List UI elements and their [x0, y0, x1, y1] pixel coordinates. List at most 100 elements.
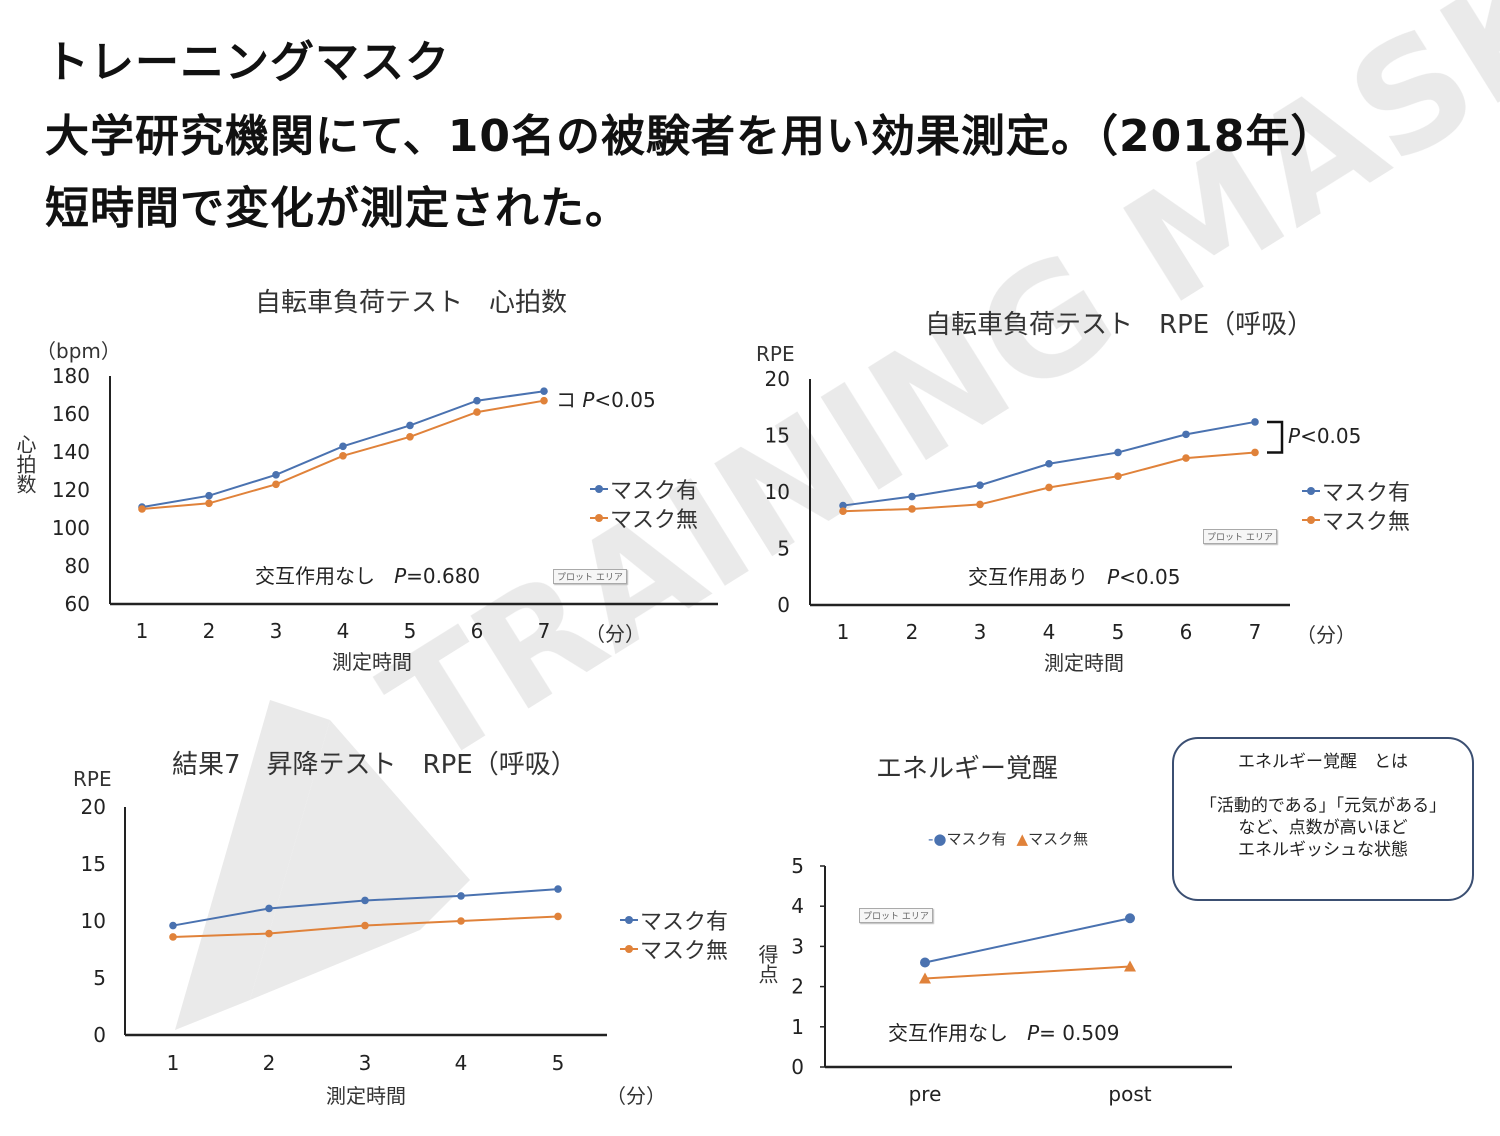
legend-marker [1302, 515, 1320, 524]
y-tick-label: 2 [791, 975, 804, 999]
data-point [169, 933, 177, 941]
chart1-legend: マスク有 マスク無 [590, 474, 699, 533]
legend-item-mask-on: マスク有 [590, 474, 699, 504]
x-tick-label: 7 [1249, 620, 1262, 644]
p-symbol: P [394, 564, 407, 588]
interaction-text: 交互作用あり [968, 565, 1088, 589]
x-tick-label: 2 [263, 1051, 276, 1075]
info-box-line: エネルギッシュな状態 [1238, 840, 1408, 860]
x-tick-label: 3 [270, 619, 283, 643]
info-box-title: エネルギー覚醒 とは [1238, 752, 1408, 772]
data-point [138, 505, 146, 513]
header-title: トレーニングマスク [45, 37, 450, 88]
info-box-line: など、点数が高いほど [1238, 818, 1408, 838]
chart1-interaction: 交互作用なし P=0.680 [255, 560, 480, 589]
data-point [1045, 459, 1053, 468]
data-point [1114, 472, 1122, 480]
x-tick-label: 5 [1112, 620, 1125, 644]
y-tick-label: 10 [81, 909, 106, 933]
series-line-mask-off [924, 965, 1131, 980]
y-tick-label: 160 [52, 402, 90, 426]
legend-label: マスク無 [640, 938, 729, 964]
data-point [1114, 448, 1122, 457]
data-point [361, 921, 369, 930]
data-point [1124, 960, 1136, 972]
x-tick-label: 1 [136, 619, 149, 643]
data-point [1251, 418, 1259, 426]
legend-marker [620, 944, 638, 953]
x-tick-label: pre [909, 1082, 942, 1106]
p-value: <0.05 [1119, 565, 1181, 589]
legend-item-mask-on: -●マスク有 [928, 828, 1007, 849]
data-point [908, 492, 916, 501]
header-subtitle: 大学研究機関にて、10名の被験者を用い効果測定。（2018年） [45, 111, 1336, 162]
legend-marker [590, 513, 608, 522]
chart4-title: エネルギー覚醒 [876, 754, 1059, 784]
y-tick-label: 3 [791, 934, 804, 958]
p-value: <0.05 [1300, 424, 1362, 448]
legend-label: マスク無 [1028, 830, 1089, 848]
chart1-y-unit: （bpm） [36, 339, 121, 363]
x-tick-label: 6 [1180, 620, 1193, 644]
plot-area-tooltip: プロット エリア [859, 908, 933, 923]
chart1-x-label: 測定時間 [332, 650, 412, 674]
x-tick-label: 5 [404, 619, 417, 643]
p-value: = 0.509 [1039, 1021, 1120, 1045]
data-point [540, 387, 548, 396]
chart2-legend: マスク有 マスク無 [1302, 476, 1411, 535]
series-line-mask-on [924, 917, 1131, 964]
header-summary: 短時間で変化が測定された。 [45, 183, 630, 234]
legend-item-mask-off: マスク無 [620, 934, 729, 964]
data-point [554, 912, 562, 921]
x-tick-label: 4 [455, 1051, 468, 1075]
y-tick-label: 5 [791, 854, 804, 878]
plot-area-tooltip: プロット エリア [1203, 529, 1277, 544]
data-point [205, 499, 213, 508]
data-point [473, 408, 481, 416]
y-tick-label: 5 [93, 966, 106, 990]
bracket-mark: コ [556, 388, 576, 412]
legend-label: マスク有 [610, 478, 699, 504]
y-tick-label: 140 [52, 440, 90, 464]
data-point [1045, 483, 1053, 492]
x-tick-label: 6 [471, 619, 484, 643]
chart2-x-label: 測定時間 [1044, 651, 1124, 675]
chart1-title: 自転車負荷テスト 心拍数 [255, 288, 568, 318]
y-tick-label: 4 [791, 894, 804, 918]
p-value: <0.05 [594, 388, 656, 412]
legend-item-mask-on: マスク有 [1302, 476, 1410, 506]
data-point [265, 929, 273, 938]
legend-label: マスク有 [640, 909, 729, 935]
data-point [908, 505, 916, 513]
data-point [920, 957, 930, 968]
legend-label: マスク有 [946, 830, 1007, 848]
circle-marker-icon: -● [928, 830, 947, 848]
plot-area-tooltip: プロット エリア [553, 569, 627, 584]
y-tick-label: 60 [65, 592, 90, 616]
data-point [839, 507, 847, 516]
legend-item-mask-on: マスク有 [620, 905, 729, 935]
y-tick-label: 5 [777, 537, 790, 561]
data-point [1125, 913, 1135, 924]
interaction-text: 交互作用なし [255, 564, 375, 588]
y-tick-label: 0 [777, 593, 790, 617]
y-tick-label: 80 [65, 554, 90, 578]
x-tick-label: 1 [837, 620, 850, 644]
chart2-y-label: RPE [756, 342, 795, 366]
data-point [169, 921, 177, 930]
info-box-line: 「活動的である」「元気がある」 [1199, 796, 1447, 816]
legend-item-mask-off: マスク無 [1302, 505, 1411, 535]
y-tick-label: 20 [765, 367, 790, 391]
x-tick-label: 4 [337, 619, 350, 643]
y-tick-label: 0 [93, 1023, 106, 1047]
data-point [1251, 448, 1259, 457]
legend-label: マスク無 [1322, 509, 1411, 535]
chart3-y-label: RPE [73, 767, 112, 791]
data-point [839, 501, 847, 510]
y-tick-label: 15 [81, 852, 106, 876]
p-value: =0.680 [406, 564, 481, 588]
legend-marker [590, 484, 608, 493]
y-tick-label: 120 [52, 478, 90, 502]
data-point [272, 471, 280, 479]
legend-label: マスク無 [610, 507, 699, 533]
